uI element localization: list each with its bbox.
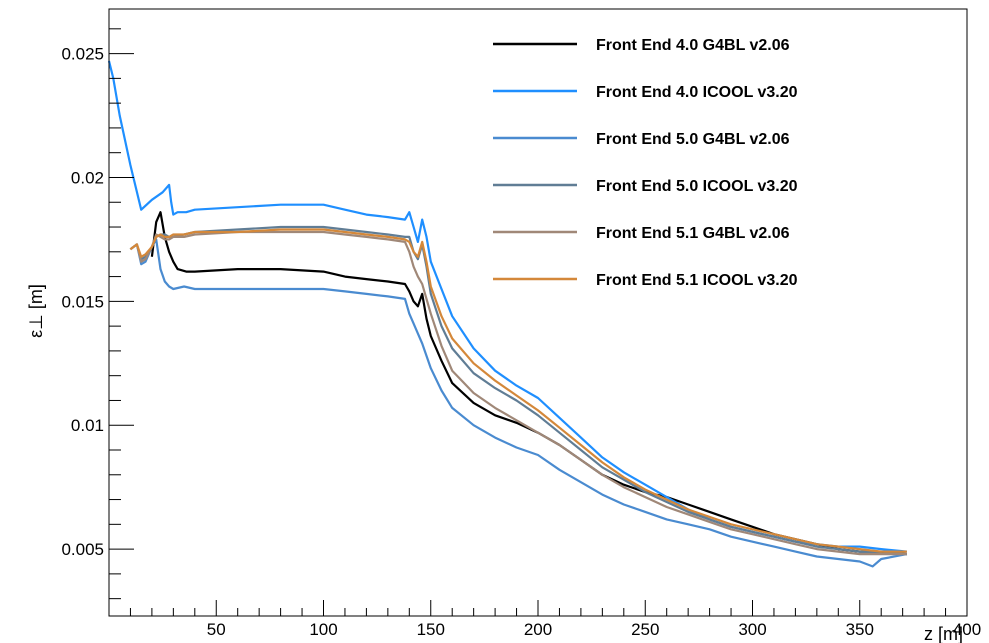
x-tick-label: 150 [417,620,445,639]
x-tick-label: 250 [631,620,659,639]
legend: Front End 4.0 G4BL v2.06 Front End 4.0 IC… [493,37,798,289]
x-tick-label: 300 [738,620,766,639]
y-tick-label: 0.025 [61,45,104,64]
x-tick-label: 200 [524,620,552,639]
legend-label-6: Front End 5.1 ICOOL v3.20 [596,272,798,289]
y-tick-label: 0.005 [61,540,104,559]
series-layer [107,60,908,568]
series-line-6 [129,228,907,553]
series-line-3 [129,238,908,568]
x-tick-label: 350 [846,620,874,639]
x-tick-label: 50 [207,620,226,639]
series-line-5 [129,230,907,556]
y-tick-label: 0.02 [71,168,104,187]
legend-label-4: Front End 5.0 ICOOL v3.20 [596,178,798,195]
y-axis-title: ε⊥ [m] [26,284,46,338]
series-line-1 [150,211,908,556]
x-axis-title: z [m] [924,624,963,643]
legend-label-1: Front End 4.0 G4BL v2.06 [596,37,790,54]
axis-layer: 50 100 150 200 250 300 350 400 0.005 0.01 0.015 0.0… [61,28,981,639]
y-tick-label: 0.015 [61,292,104,311]
y-tick-label: 0.01 [71,416,104,435]
x-tick-label: 400 [953,620,981,639]
legend-label-2: Front End 4.0 ICOOL v3.20 [596,84,798,101]
legend-label-5: Front End 5.1 G4BL v2.06 [596,225,790,242]
legend-label-3: Front End 5.0 G4BL v2.06 [596,131,790,148]
x-tick-label: 100 [309,620,337,639]
